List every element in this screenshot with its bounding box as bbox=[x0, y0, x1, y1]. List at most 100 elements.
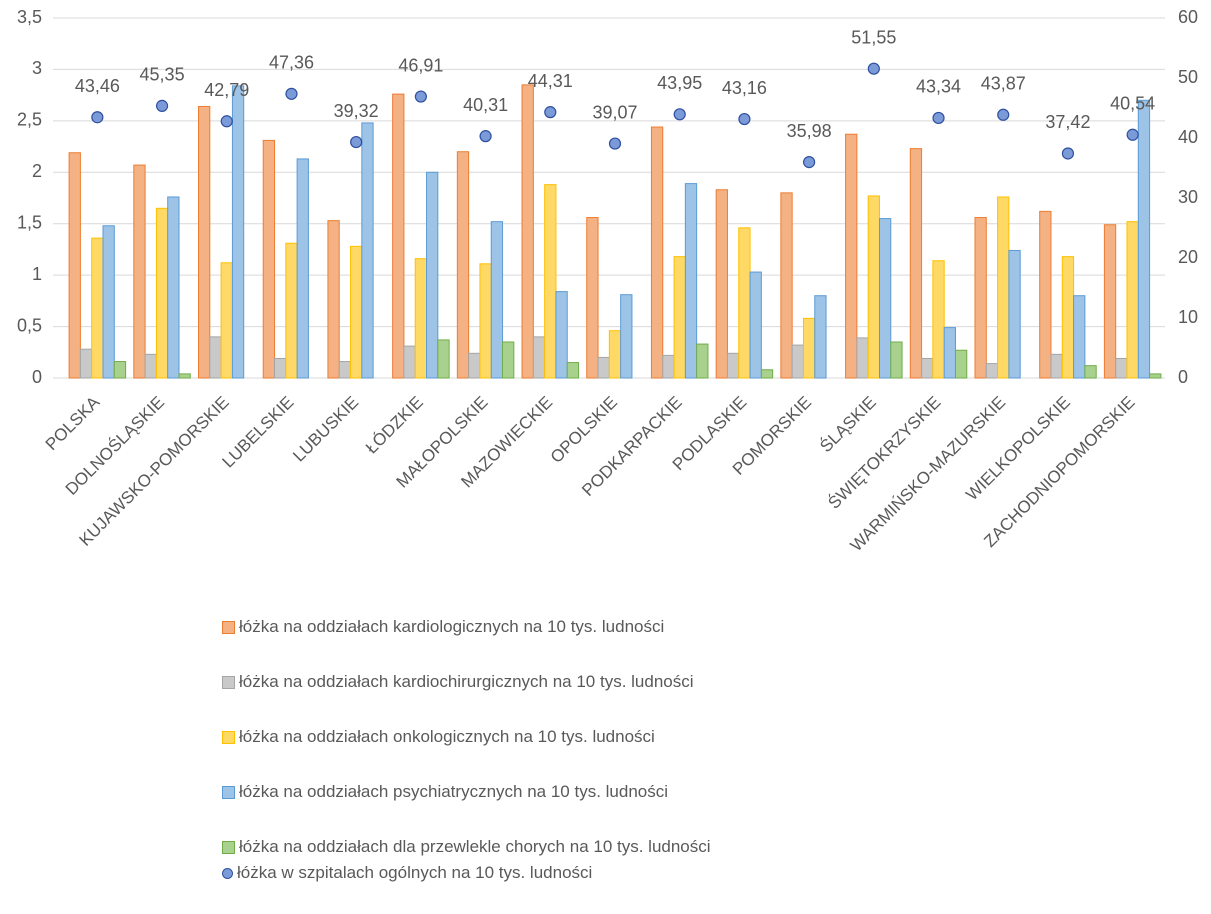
dot bbox=[932, 111, 945, 125]
bar bbox=[738, 227, 751, 379]
x-tick-label: ŚWIĘTOKRZYSKIE bbox=[824, 393, 944, 513]
data-label: 43,95 bbox=[657, 73, 702, 93]
y-tick-label: 0,5 bbox=[17, 315, 42, 335]
data-label: 44,31 bbox=[528, 71, 573, 91]
x-tick-label: ŚLĄSKIE bbox=[816, 393, 880, 457]
legend-swatch bbox=[222, 786, 235, 799]
bar bbox=[350, 245, 363, 379]
y2-tick-label: 60 bbox=[1178, 7, 1198, 27]
y-tick-label: 1 bbox=[32, 264, 42, 284]
dot bbox=[1061, 147, 1075, 160]
bar bbox=[91, 237, 104, 379]
y-tick-label: 3,5 bbox=[17, 7, 42, 27]
legend: łóżka na oddziałach kardiologicznych na … bbox=[222, 616, 862, 888]
bar bbox=[867, 195, 880, 379]
bar bbox=[890, 341, 903, 379]
legend-label: łóżka na oddziałach kardiochirurgicznych… bbox=[239, 672, 694, 691]
bar bbox=[296, 158, 309, 379]
plot: 00,511,522,533,50102030405060POLSKADOLNO… bbox=[17, 7, 1198, 555]
bar bbox=[650, 126, 664, 379]
bar bbox=[620, 294, 633, 379]
dot bbox=[997, 108, 1010, 121]
dot bbox=[350, 135, 363, 149]
legend-swatch bbox=[222, 731, 235, 744]
bar bbox=[932, 260, 945, 379]
bar bbox=[220, 262, 233, 379]
data-label: 39,07 bbox=[592, 102, 637, 122]
bar bbox=[566, 362, 580, 379]
dot bbox=[414, 90, 427, 103]
dot bbox=[673, 108, 686, 121]
bar bbox=[1137, 99, 1151, 379]
dot bbox=[1126, 128, 1139, 141]
x-tick-label: LUBUSKIE bbox=[289, 393, 362, 466]
dot bbox=[738, 112, 751, 126]
bar bbox=[684, 183, 698, 379]
x-tick-label: POLSKA bbox=[42, 392, 104, 454]
bar bbox=[1103, 224, 1117, 379]
dot bbox=[803, 156, 816, 169]
bar bbox=[814, 295, 827, 379]
legend-swatch bbox=[222, 621, 235, 634]
bar bbox=[555, 291, 568, 379]
y-tick-label: 2 bbox=[32, 161, 42, 181]
dot bbox=[479, 130, 492, 143]
data-label: 43,87 bbox=[981, 74, 1026, 94]
data-label: 46,91 bbox=[398, 55, 443, 75]
bar bbox=[1008, 249, 1021, 379]
bar bbox=[1039, 210, 1052, 379]
bar bbox=[502, 341, 515, 379]
y2-tick-label: 40 bbox=[1178, 127, 1198, 147]
x-tick-label: ŁÓDZKIE bbox=[362, 393, 427, 458]
y2-tick-label: 0 bbox=[1178, 367, 1188, 387]
bar bbox=[909, 148, 923, 379]
bar bbox=[856, 337, 869, 379]
legend-swatch bbox=[222, 841, 235, 854]
bar bbox=[456, 151, 470, 379]
data-label: 45,35 bbox=[140, 65, 185, 85]
bar bbox=[133, 164, 146, 379]
bar bbox=[361, 122, 374, 379]
legend-item: łóżka na oddziałach kardiologicznych na … bbox=[222, 616, 862, 638]
bar bbox=[521, 84, 534, 379]
bar bbox=[532, 336, 546, 379]
y2-tick-label: 50 bbox=[1178, 67, 1198, 87]
bar bbox=[608, 330, 622, 379]
bar bbox=[845, 133, 858, 379]
legend-label: łóżka na oddziałach kardiologicznych na … bbox=[239, 617, 665, 636]
legend-swatch bbox=[222, 676, 235, 689]
bar bbox=[1149, 373, 1162, 379]
bar bbox=[1084, 365, 1097, 379]
y-tick-label: 0 bbox=[32, 367, 42, 387]
bar bbox=[155, 207, 169, 379]
bar bbox=[1061, 256, 1075, 379]
bar bbox=[1126, 221, 1139, 379]
data-label: 47,36 bbox=[269, 53, 314, 73]
bar bbox=[392, 93, 405, 379]
bar bbox=[338, 361, 352, 379]
bar bbox=[274, 357, 287, 379]
dot bbox=[91, 111, 104, 124]
legend-label: łóżka na oddziałach dla przewlekle chory… bbox=[239, 837, 711, 856]
legend-item: łóżka na oddziałach kardiochirurgicznych… bbox=[222, 671, 862, 693]
bar bbox=[749, 271, 762, 379]
legend-item: łóżka w szpitalach ogólnych na 10 tys. l… bbox=[222, 862, 862, 884]
bar bbox=[285, 242, 298, 379]
data-label: 40,54 bbox=[1110, 94, 1155, 114]
y-tick-label: 1,5 bbox=[17, 212, 42, 232]
bar bbox=[327, 220, 340, 379]
bar bbox=[403, 345, 416, 379]
legend-item: łóżka na oddziałach dla przewlekle chory… bbox=[222, 836, 862, 858]
bar bbox=[414, 258, 428, 379]
dot bbox=[285, 87, 298, 100]
legend-label: łóżka na oddziałach onkologicznych na 10… bbox=[239, 727, 655, 746]
legend-label: łóżka na oddziałach psychiatrycznych na … bbox=[239, 782, 669, 801]
legend-label: łóżka w szpitalach ogólnych na 10 tys. l… bbox=[237, 863, 593, 882]
bar bbox=[974, 217, 987, 379]
bar bbox=[113, 361, 127, 379]
y2-tick-label: 20 bbox=[1178, 247, 1198, 267]
data-label: 43,16 bbox=[722, 78, 767, 98]
bar bbox=[79, 348, 93, 379]
bar bbox=[921, 357, 934, 379]
